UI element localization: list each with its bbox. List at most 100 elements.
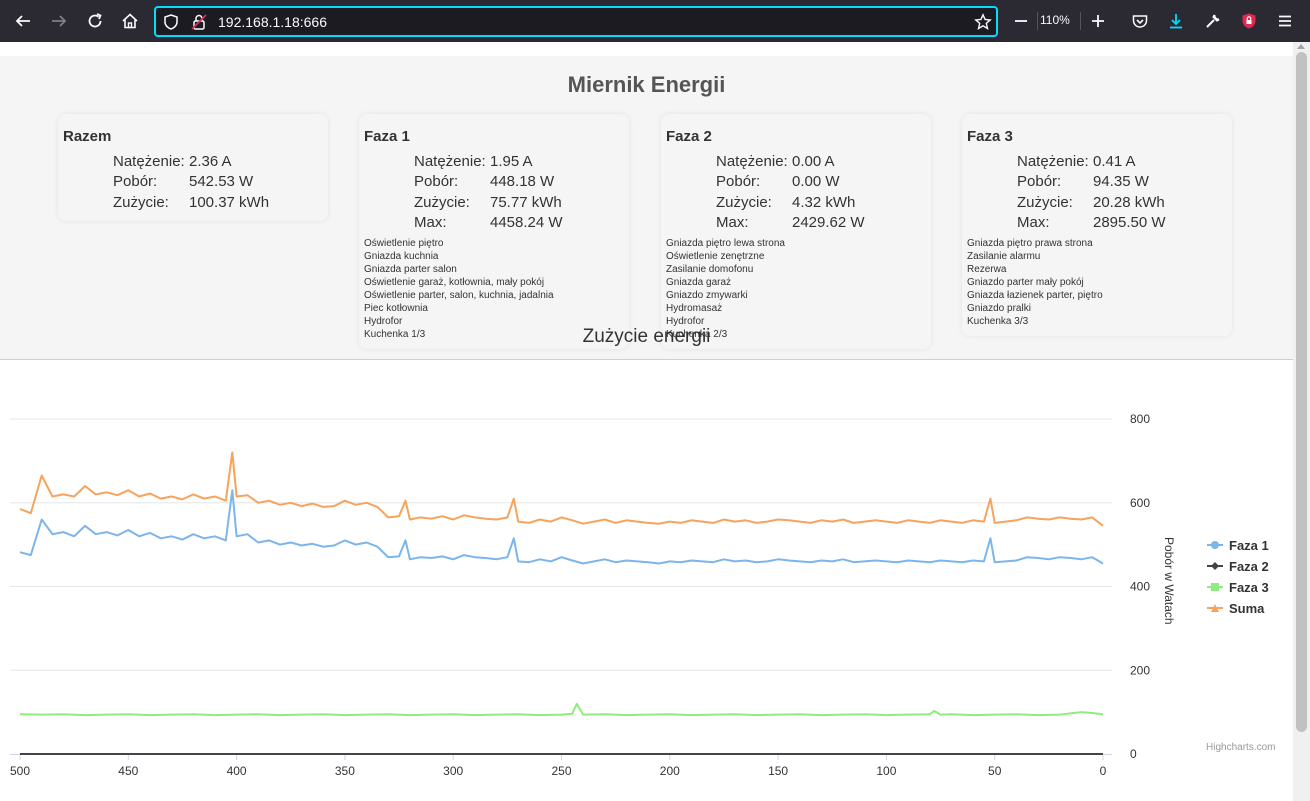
card-razem: Razem Natężenie: 2.36 A Pobór: 542.53 W Zu… <box>58 114 328 221</box>
legend-label[interactable]: Faza 2 <box>1229 559 1269 574</box>
stat-label: Pobór: <box>414 173 459 191</box>
vertical-scrollbar[interactable] <box>1293 42 1310 801</box>
downloads-icon[interactable] <box>1161 6 1191 36</box>
zoom-level[interactable]: 110% <box>1040 13 1070 27</box>
highcharts-credits[interactable]: Highcharts.com <box>1206 742 1276 753</box>
stat-label: Pobór: <box>716 173 761 191</box>
legend-triangle-icon <box>1211 604 1219 612</box>
x-tick-label: 450 <box>118 764 138 778</box>
series-line-faza-3 <box>19 702 1104 717</box>
zoom-out-icon[interactable] <box>1006 6 1036 36</box>
shield-icon[interactable] <box>162 13 180 31</box>
circuit-item: Gniazda kuchnia <box>364 251 439 262</box>
stat-value: 4.32 kWh <box>792 193 856 211</box>
toolbar-separator <box>1080 12 1081 30</box>
back-arrow-icon[interactable] <box>8 6 38 36</box>
x-tick-label: 250 <box>551 764 571 778</box>
stat-value: 448.18 W <box>490 173 555 191</box>
circuit-item: Gniazda piętro lewa strona <box>666 238 785 249</box>
series-line-suma <box>19 451 1104 527</box>
legend-diamond-icon <box>1211 562 1219 570</box>
scroll-thumb[interactable] <box>1296 52 1307 732</box>
circuit-item: Kuchenka 3/3 <box>967 316 1029 327</box>
stat-value: 4458.24 W <box>490 214 563 232</box>
stat-row: Zużycie: 75.77 kWh <box>414 192 624 213</box>
stat-label: Max: <box>1017 214 1050 232</box>
ublock-shield-icon[interactable] <box>1234 6 1264 36</box>
circuit-item: Oświetlenie parter, salon, kuchnia, jada… <box>364 290 554 301</box>
circuit-item: Hydrofor <box>666 316 705 327</box>
card-stats: Natężenie: 2.36 A Pobór: 542.53 W Zużycie:… <box>113 151 323 213</box>
pocket-icon[interactable] <box>1125 6 1155 36</box>
scroll-up-arrow-icon[interactable] <box>1297 44 1305 49</box>
card-faza-1: Faza 1 Natężenie: 1.95 A Pobór: 448.18 W Z… <box>359 114 629 349</box>
card-faza-3: Faza 3 Natężenie: 0.41 A Pobór: 94.35 W Zu… <box>962 114 1232 336</box>
x-tick-label: 100 <box>876 764 896 778</box>
y-tick-label: 0 <box>1130 747 1137 761</box>
circuit-item: Piec kotłownia <box>364 303 428 314</box>
stat-row: Natężenie: 1.95 A <box>414 151 624 172</box>
card-faza-2: Faza 2 Natężenie: 0.00 A Pobór: 0.00 W Zuż… <box>661 114 931 349</box>
circuit-item: Oświetlenie piętro <box>364 238 444 249</box>
stat-value: 2429.62 W <box>792 214 865 232</box>
wrench-icon[interactable] <box>1198 6 1228 36</box>
legend-label[interactable]: Suma <box>1229 601 1265 616</box>
circuit-item: Zasilanie domofonu <box>666 264 754 275</box>
stat-label: Natężenie: <box>113 152 185 170</box>
y-tick-label: 200 <box>1130 663 1150 677</box>
chart-title: Zużycie energii <box>582 326 711 347</box>
reload-icon[interactable] <box>80 6 110 36</box>
circuit-item: Kuchenka 1/3 <box>364 329 426 340</box>
circuit-item: Hydromasaż <box>666 303 723 314</box>
stat-value: 20.28 kWh <box>1093 193 1165 211</box>
url-text[interactable]: 192.168.1.18:666 <box>218 14 327 30</box>
circuit-list: Gniazda piętro lewa strona Oświetlenie z… <box>666 237 926 341</box>
series-line-faza-1 <box>19 489 1104 565</box>
stat-value: 1.95 A <box>490 152 533 170</box>
card-title: Faza 1 <box>364 128 410 145</box>
legend-label[interactable]: Faza 1 <box>1229 538 1269 553</box>
stat-row: Zużycie: 100.37 kWh <box>113 192 323 213</box>
bookmark-star-icon[interactable] <box>974 13 992 31</box>
forward-arrow-icon[interactable] <box>44 6 74 36</box>
x-tick-label: 350 <box>335 764 355 778</box>
stats-panel: Miernik Energii Razem Natężenie: 2.36 A P… <box>0 56 1293 360</box>
stat-label: Natężenie: <box>716 152 788 170</box>
circuit-item: Zasilanie alarmu <box>967 251 1041 262</box>
page-content: Miernik Energii Razem Natężenie: 2.36 A P… <box>0 42 1293 801</box>
circuit-item: Rezerwa <box>967 264 1007 275</box>
insecure-lock-icon[interactable] <box>190 13 208 31</box>
legend-circle-icon <box>1211 541 1219 549</box>
x-tick-label: 200 <box>660 764 680 778</box>
stat-row: Pobór: 0.00 W <box>716 172 926 193</box>
card-stats: Natężenie: 1.95 A Pobór: 448.18 W Zużycie:… <box>414 151 624 233</box>
menu-icon[interactable] <box>1270 6 1300 36</box>
stat-value: 100.37 kWh <box>189 193 270 211</box>
stat-row: Pobór: 448.18 W <box>414 172 624 193</box>
x-tick-label: 0 <box>1100 764 1107 778</box>
zoom-in-icon[interactable] <box>1083 6 1113 36</box>
x-tick-label: 50 <box>988 764 1002 778</box>
legend-square-icon <box>1211 583 1219 591</box>
x-tick-label: 500 <box>10 764 30 778</box>
stat-row: Zużycie: 20.28 kWh <box>1017 192 1227 213</box>
circuit-item: Gniazda parter salon <box>364 264 457 275</box>
circuit-item: Hydrofor <box>364 316 403 327</box>
stat-value: 75.77 kWh <box>490 193 562 211</box>
stat-label: Zużycie: <box>414 193 470 211</box>
stat-row: Max: 2429.62 W <box>716 213 926 234</box>
page-title: Miernik Energii <box>567 72 726 97</box>
circuit-item: Oświetlenie garaż, kotłownia, mały pokój <box>364 277 545 288</box>
card-stats: Natężenie: 0.41 A Pobór: 94.35 W Zużycie: 2… <box>1017 151 1227 233</box>
legend-label[interactable]: Faza 3 <box>1229 580 1269 595</box>
stat-value: 2.36 A <box>189 152 232 170</box>
url-bar[interactable]: 192.168.1.18:666 <box>154 6 998 37</box>
stat-value: 2895.50 W <box>1093 214 1166 232</box>
stat-label: Max: <box>716 214 749 232</box>
stat-label: Zużycie: <box>1017 193 1073 211</box>
stat-label: Pobór: <box>113 173 158 191</box>
stat-value: 0.41 A <box>1093 152 1136 170</box>
home-icon[interactable] <box>115 6 145 36</box>
card-title: Razem <box>63 128 112 145</box>
x-tick-label: 300 <box>443 764 463 778</box>
